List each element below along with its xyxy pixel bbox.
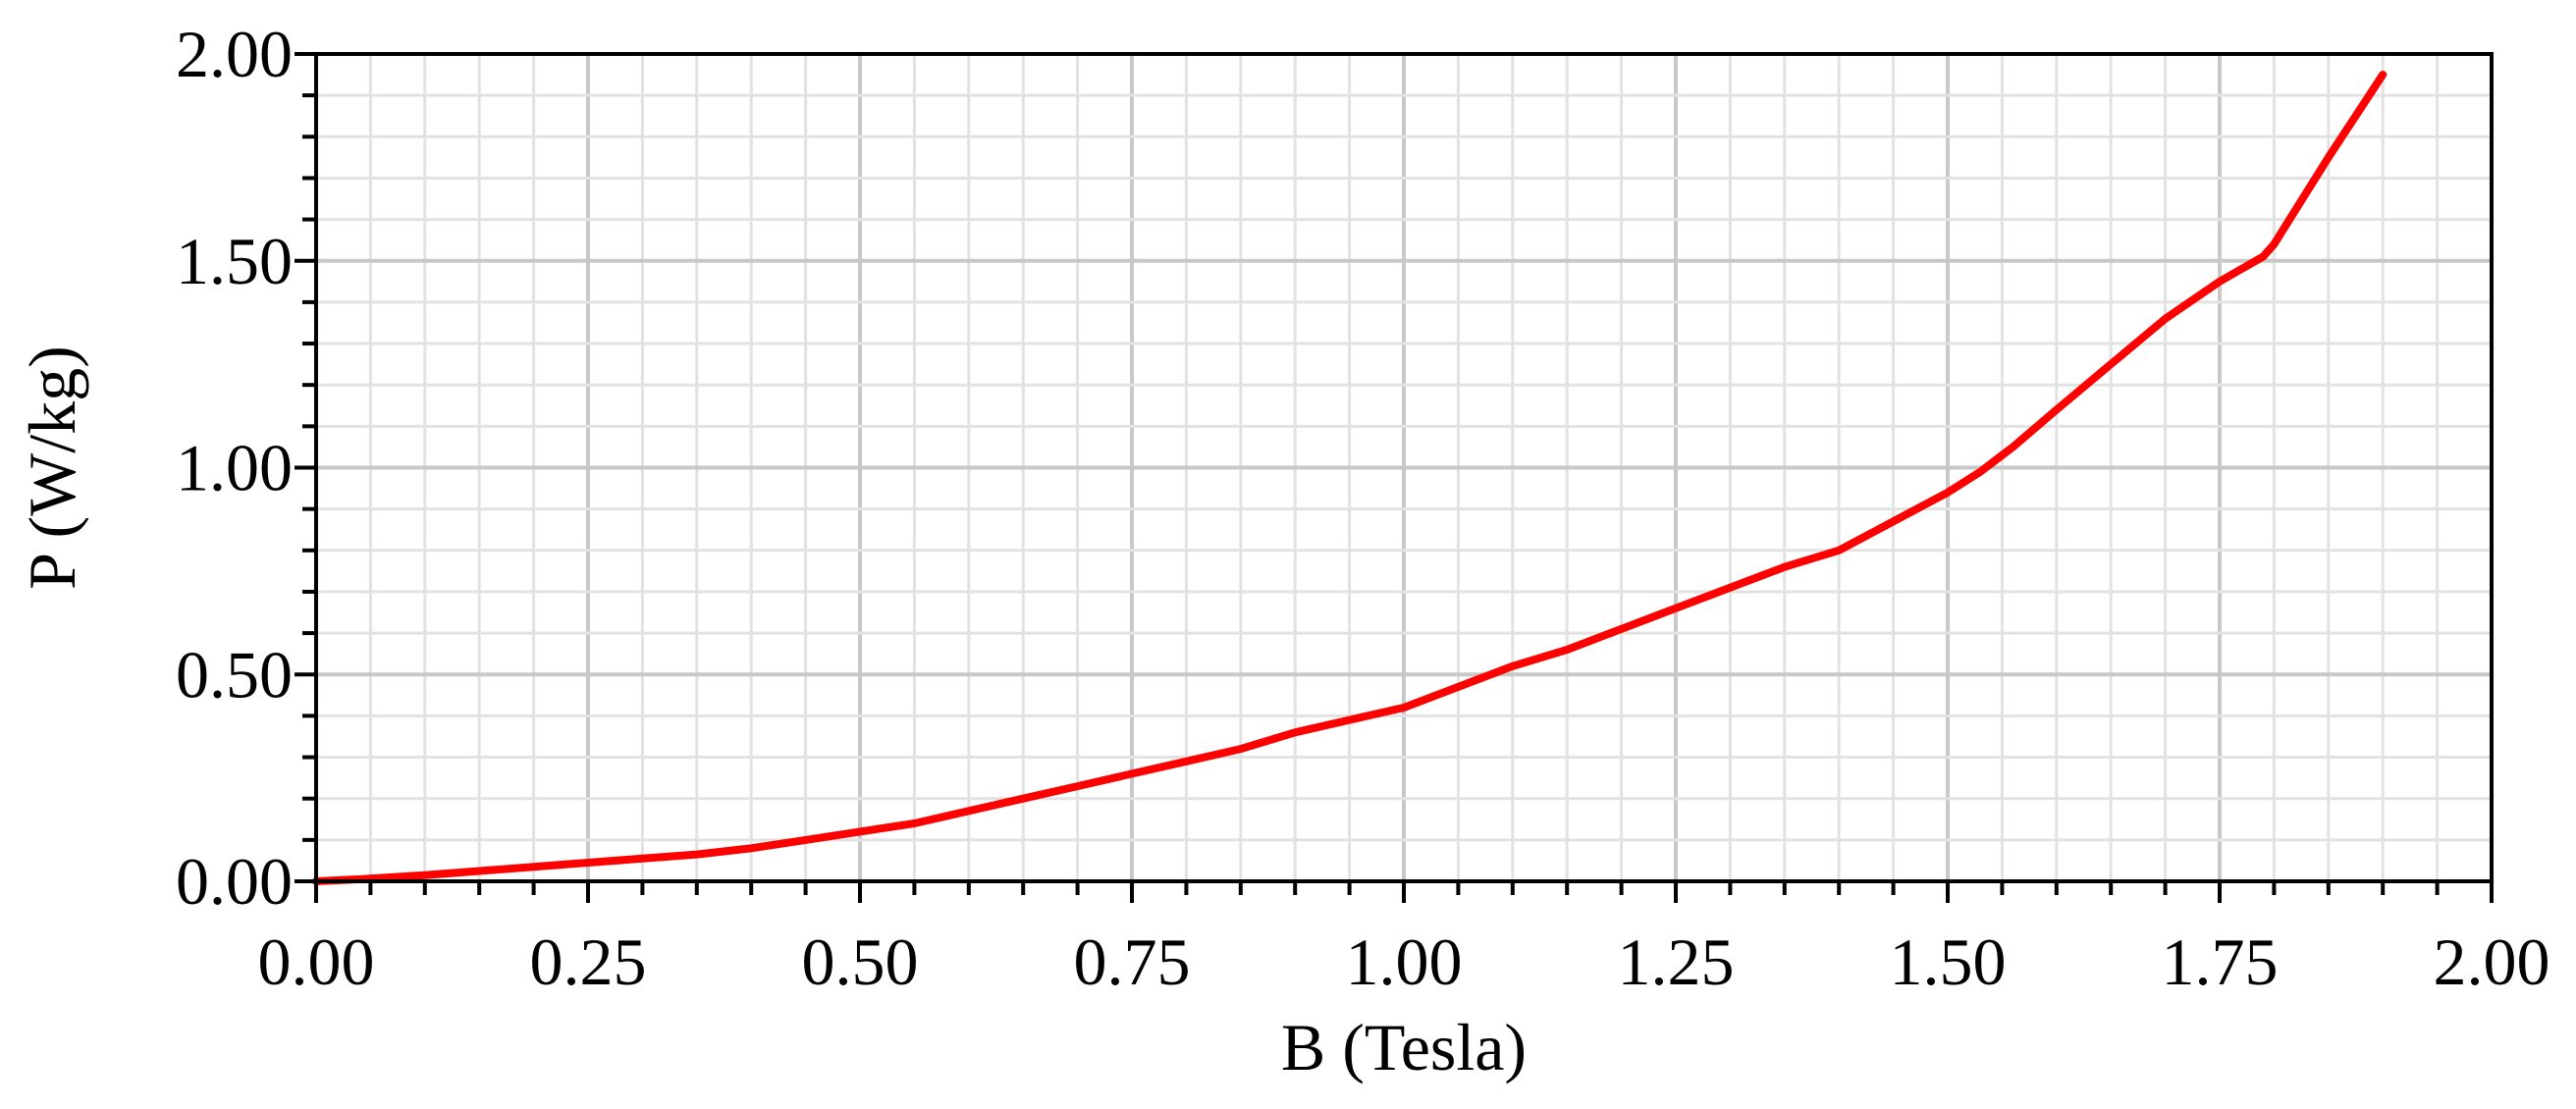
x-tick-label: 0.50 [802, 924, 919, 999]
series-line [312, 71, 2388, 885]
y-tick-label: 2.00 [176, 17, 293, 91]
y-axis-title: P (W/kg) [15, 345, 89, 590]
x-tick-label: 0.75 [1074, 924, 1191, 999]
x-tick-label: 1.50 [1890, 924, 2007, 999]
y-tick-label: 1.00 [176, 431, 293, 505]
series-layer [312, 71, 2388, 885]
x-tick-label: 0.00 [258, 924, 375, 999]
x-tick-label: 1.00 [1346, 924, 1463, 999]
axes [295, 52, 2494, 903]
x-tick-label: 0.25 [530, 924, 647, 999]
x-tick-label: 2.00 [2434, 924, 2550, 999]
grid [314, 52, 2494, 883]
y-tick-label: 0.50 [176, 637, 293, 712]
x-axis-title: B (Tesla) [1281, 1010, 1527, 1084]
y-tick-label: 0.00 [176, 844, 293, 919]
y-tick-label: 1.50 [176, 224, 293, 298]
x-tick-label: 1.75 [2162, 924, 2279, 999]
labels: 0.00 0.25 0.50 0.75 1.00 1.25 1.50 1.75 2.00 0.00… [15, 17, 2550, 1084]
x-tick-label: 1.25 [1618, 924, 1735, 999]
